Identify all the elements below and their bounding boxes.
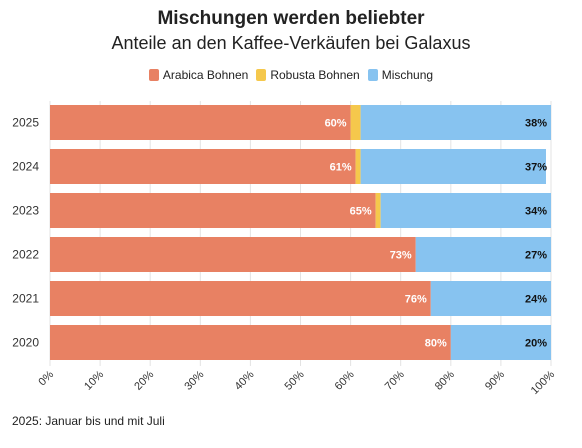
legend-label-arabica: Arabica Bohnen — [162, 68, 249, 82]
data-label-mischung-2021: 24% — [525, 294, 547, 306]
bar-2025-series-0 — [50, 105, 351, 140]
bar-2023-series-0 — [50, 193, 376, 228]
footnote: 2025: Januar bis und mit Juli — [12, 414, 165, 428]
x-tick-label-6: 60% — [333, 368, 357, 392]
y-tick-label-2024: 2024 — [12, 160, 39, 174]
data-label-mischung-2020: 20% — [525, 338, 547, 350]
legend-item-robusta: Robusta Bohnen — [256, 68, 360, 82]
data-label-arabica-2021: 76% — [405, 294, 427, 306]
legend-item-mischung: Mischung — [367, 68, 434, 82]
bar-2024-series-0 — [50, 149, 356, 184]
bar-2023-series-2 — [380, 193, 551, 228]
bar-2022-series-0 — [50, 237, 416, 272]
x-tick-label-3: 30% — [182, 368, 206, 392]
legend: Arabica Bohnen Robusta Bohnen Mischung — [0, 68, 582, 82]
x-tick-label-5: 50% — [283, 368, 307, 392]
data-label-arabica-2020: 80% — [425, 338, 447, 350]
x-tick-label-8: 80% — [433, 368, 457, 392]
data-label-mischung-2025: 38% — [525, 118, 547, 130]
y-tick-label-2022: 2022 — [12, 248, 39, 262]
x-tick-label-9: 90% — [483, 368, 507, 392]
bar-2024-series-1 — [355, 149, 361, 184]
x-tick-label-1: 10% — [82, 368, 106, 392]
legend-swatch-mischung — [367, 69, 378, 81]
y-tick-label-2021: 2021 — [12, 292, 39, 306]
x-tick-label-7: 70% — [383, 368, 407, 392]
bar-2023-series-1 — [375, 193, 381, 228]
bar-2020-series-0 — [50, 325, 451, 360]
bar-2020-series-2 — [450, 325, 551, 360]
data-label-mischung-2022: 27% — [525, 250, 547, 262]
legend-label-robusta: Robusta Bohnen — [270, 68, 360, 82]
x-tick-label-10: 100% — [529, 368, 558, 397]
legend-swatch-arabica — [148, 69, 159, 81]
bar-2022-series-2 — [415, 237, 551, 272]
bar-2021-series-2 — [430, 281, 551, 316]
chart-title: Mischungen werden beliebter — [157, 8, 425, 29]
data-label-mischung-2023: 34% — [525, 206, 547, 218]
bar-2024-series-2 — [360, 149, 546, 184]
data-label-arabica-2024: 61% — [330, 162, 352, 174]
x-tick-label-2: 20% — [132, 368, 156, 392]
y-tick-label-2025: 2025 — [12, 116, 39, 130]
bar-2025-series-1 — [350, 105, 361, 140]
data-label-arabica-2023: 65% — [350, 206, 372, 218]
x-tick-label-4: 40% — [232, 368, 256, 392]
legend-item-arabica: Arabica Bohnen — [148, 68, 249, 82]
y-tick-label-2020: 2020 — [12, 336, 39, 350]
bar-2021-series-0 — [50, 281, 431, 316]
data-label-arabica-2022: 73% — [390, 250, 412, 262]
x-tick-label-0: 0% — [36, 368, 56, 388]
chart-subtitle: Anteile an den Kaffee-Verkäufen bei Gala… — [111, 33, 471, 53]
bar-2025-series-2 — [360, 105, 551, 140]
legend-swatch-robusta — [256, 69, 267, 81]
data-label-mischung-2024: 37% — [525, 162, 547, 174]
data-label-arabica-2025: 60% — [325, 118, 347, 130]
y-tick-label-2023: 2023 — [12, 204, 39, 218]
legend-label-mischung: Mischung — [381, 68, 434, 82]
